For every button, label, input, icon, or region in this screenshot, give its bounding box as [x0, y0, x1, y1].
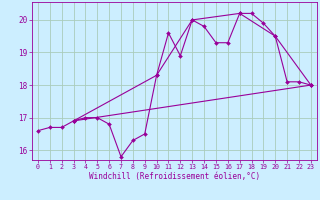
X-axis label: Windchill (Refroidissement éolien,°C): Windchill (Refroidissement éolien,°C) [89, 172, 260, 181]
